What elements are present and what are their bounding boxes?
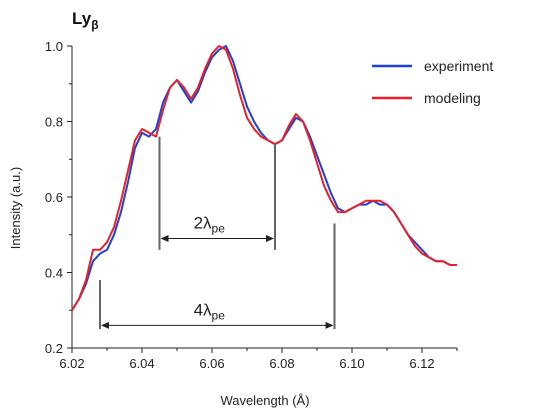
annotation-label-base: 4λ bbox=[194, 300, 212, 319]
annotation-arrowhead-right bbox=[266, 235, 274, 243]
annotation-label-subscript: pe bbox=[212, 222, 226, 236]
chart-title: Lyβ bbox=[72, 9, 99, 32]
x-tick-label: 6.10 bbox=[339, 356, 364, 371]
annotation-label: 2λpe bbox=[194, 214, 226, 236]
legend-label: experiment bbox=[424, 58, 493, 74]
y-tick-label: 0.2 bbox=[45, 341, 63, 356]
x-tick-label: 6.02 bbox=[59, 356, 84, 371]
annotation-2: 4λpe bbox=[99, 223, 336, 330]
legend-item-experiment: experiment bbox=[372, 58, 493, 74]
plot-frame bbox=[71, 46, 457, 349]
legend-item-modeling: modeling bbox=[372, 90, 481, 106]
y-tick-label: 0.4 bbox=[45, 266, 63, 281]
x-tick-label: 6.08 bbox=[269, 356, 294, 371]
annotation-label-base: 2λ bbox=[194, 214, 212, 233]
series-line-experiment bbox=[71, 45, 457, 311]
legend: experiment modeling bbox=[372, 58, 493, 106]
x-tick-label: 6.06 bbox=[199, 356, 224, 371]
series-lines bbox=[71, 45, 457, 311]
x-axis-label: Wavelength (Å) bbox=[220, 393, 309, 408]
title-base: Ly bbox=[72, 9, 92, 28]
y-tick-label: 1.0 bbox=[45, 39, 63, 54]
annotation-arrowhead-left bbox=[101, 321, 109, 329]
x-tick-label: 6.12 bbox=[409, 356, 434, 371]
series-line-modeling bbox=[71, 45, 457, 311]
annotation-1: 2λpe bbox=[158, 136, 276, 250]
legend-label: modeling bbox=[424, 90, 481, 106]
annotation-arrowhead-left bbox=[160, 235, 169, 243]
title-subscript: β bbox=[91, 18, 98, 32]
y-axis-label: Intensity (a.u.) bbox=[8, 167, 23, 249]
annotation-arrowhead-right bbox=[325, 321, 334, 329]
x-axis-ticks: 6.02 6.04 6.06 6.08 6.10 6.12 bbox=[59, 348, 458, 371]
y-axis-ticks: 0.2 0.4 0.6 0.8 1.0 bbox=[45, 39, 72, 356]
y-tick-label: 0.6 bbox=[45, 190, 63, 205]
x-tick-label: 6.04 bbox=[129, 356, 154, 371]
annotation-label: 4λpe bbox=[194, 300, 226, 322]
y-tick-label: 0.8 bbox=[45, 115, 63, 130]
annotation-label-subscript: pe bbox=[212, 308, 226, 322]
